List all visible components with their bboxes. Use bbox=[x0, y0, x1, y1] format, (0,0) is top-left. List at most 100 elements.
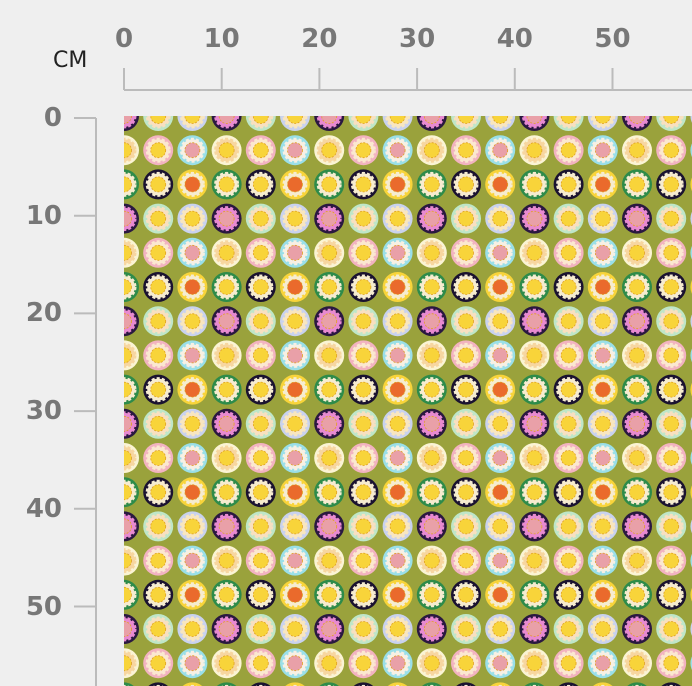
flower-dot bbox=[245, 203, 276, 234]
flower-dot bbox=[314, 648, 345, 679]
flower-dot bbox=[587, 614, 618, 644]
flower-dot bbox=[280, 272, 310, 302]
flower-dot bbox=[314, 203, 345, 234]
flower-dot bbox=[211, 579, 242, 610]
flower-dot bbox=[285, 682, 305, 686]
flower-dot bbox=[456, 682, 476, 686]
flower-dot bbox=[661, 682, 681, 686]
flower-dot bbox=[280, 477, 310, 508]
flower-dot bbox=[656, 579, 687, 610]
flower-dot bbox=[211, 614, 242, 644]
flower-dot bbox=[280, 579, 310, 610]
y-tick-label: 30 bbox=[25, 396, 62, 427]
flower-dot bbox=[314, 545, 345, 576]
flower-dot bbox=[124, 135, 139, 166]
flower-dot bbox=[622, 116, 652, 131]
flower-dot bbox=[587, 203, 618, 234]
flower-dot bbox=[280, 306, 310, 337]
flower-dot bbox=[451, 169, 481, 200]
flower-dot bbox=[143, 237, 174, 268]
flower-dot bbox=[314, 579, 345, 610]
flower-dot bbox=[519, 648, 550, 679]
flower-dot bbox=[553, 477, 584, 508]
flower-dot bbox=[211, 169, 242, 200]
flower-dot bbox=[124, 374, 139, 405]
flower-dot bbox=[656, 477, 687, 508]
flower-dot bbox=[245, 408, 276, 439]
flower-dot bbox=[124, 116, 139, 131]
flower-dot bbox=[245, 614, 276, 644]
flower-dot bbox=[490, 682, 510, 686]
flower-dot bbox=[485, 477, 516, 508]
flower-dot bbox=[451, 340, 481, 371]
flower-dot bbox=[622, 306, 652, 337]
flower-dot bbox=[177, 374, 208, 405]
flower-dot bbox=[587, 135, 618, 166]
flower-dot bbox=[451, 614, 481, 644]
flower-dot bbox=[124, 511, 139, 542]
flower-dot bbox=[211, 237, 242, 268]
flower-dot bbox=[519, 614, 550, 644]
flower-dot bbox=[622, 203, 652, 234]
flower-dot bbox=[553, 614, 584, 644]
flower-dot bbox=[124, 203, 139, 234]
flower-dot bbox=[416, 408, 447, 439]
flower-dot bbox=[124, 237, 139, 268]
flower-dot bbox=[348, 477, 379, 508]
flower-dot bbox=[656, 237, 687, 268]
flower-dot bbox=[622, 272, 652, 302]
flower-dot bbox=[245, 272, 276, 302]
x-tick-label: 40 bbox=[496, 24, 533, 54]
flower-dot bbox=[314, 169, 345, 200]
flower-dot bbox=[319, 682, 339, 686]
flower-dot bbox=[245, 648, 276, 679]
flower-dot bbox=[485, 237, 516, 268]
flower-dot bbox=[524, 682, 545, 686]
flower-dot bbox=[519, 374, 550, 405]
flower-dot bbox=[485, 116, 516, 131]
flower-dot bbox=[177, 511, 208, 542]
flower-dot bbox=[553, 579, 584, 610]
flower-dot bbox=[245, 169, 276, 200]
flower-dot bbox=[211, 443, 242, 473]
flower-dot bbox=[519, 340, 550, 371]
flower-dot bbox=[519, 408, 550, 439]
flower-dot bbox=[143, 511, 174, 542]
x-tick-label: 0 bbox=[114, 24, 134, 54]
flower-dot bbox=[622, 648, 652, 679]
flower-dot bbox=[124, 443, 139, 473]
flower-dot bbox=[314, 340, 345, 371]
flower-dot bbox=[211, 306, 242, 337]
flower-dot bbox=[382, 374, 413, 405]
flower-dot bbox=[124, 306, 139, 337]
flower-dot bbox=[451, 545, 481, 576]
flower-dot bbox=[245, 237, 276, 268]
flower-dot bbox=[587, 443, 618, 473]
flower-dot bbox=[587, 408, 618, 439]
flower-dot bbox=[656, 340, 687, 371]
flower-dot bbox=[211, 511, 242, 542]
flower-dot bbox=[593, 682, 613, 686]
flower-dot bbox=[485, 443, 516, 473]
flower-dot bbox=[216, 682, 237, 686]
flower-dot bbox=[211, 135, 242, 166]
fabric-preview bbox=[124, 116, 692, 686]
flower-dot bbox=[348, 511, 379, 542]
flower-dot bbox=[382, 511, 413, 542]
flower-dot bbox=[519, 169, 550, 200]
flower-dot bbox=[451, 408, 481, 439]
flower-dot bbox=[211, 477, 242, 508]
flower-dot bbox=[627, 682, 647, 686]
flower-dot bbox=[553, 272, 584, 302]
flower-dot bbox=[348, 169, 379, 200]
y-tick-label: 0 bbox=[43, 103, 62, 133]
flower-dot bbox=[587, 306, 618, 337]
flower-dot bbox=[485, 614, 516, 644]
flower-dot bbox=[553, 306, 584, 337]
flower-dot bbox=[485, 169, 516, 200]
flower-dot bbox=[485, 579, 516, 610]
flower-dot bbox=[656, 116, 687, 131]
flower-dot bbox=[314, 477, 345, 508]
flower-dot bbox=[416, 511, 447, 542]
